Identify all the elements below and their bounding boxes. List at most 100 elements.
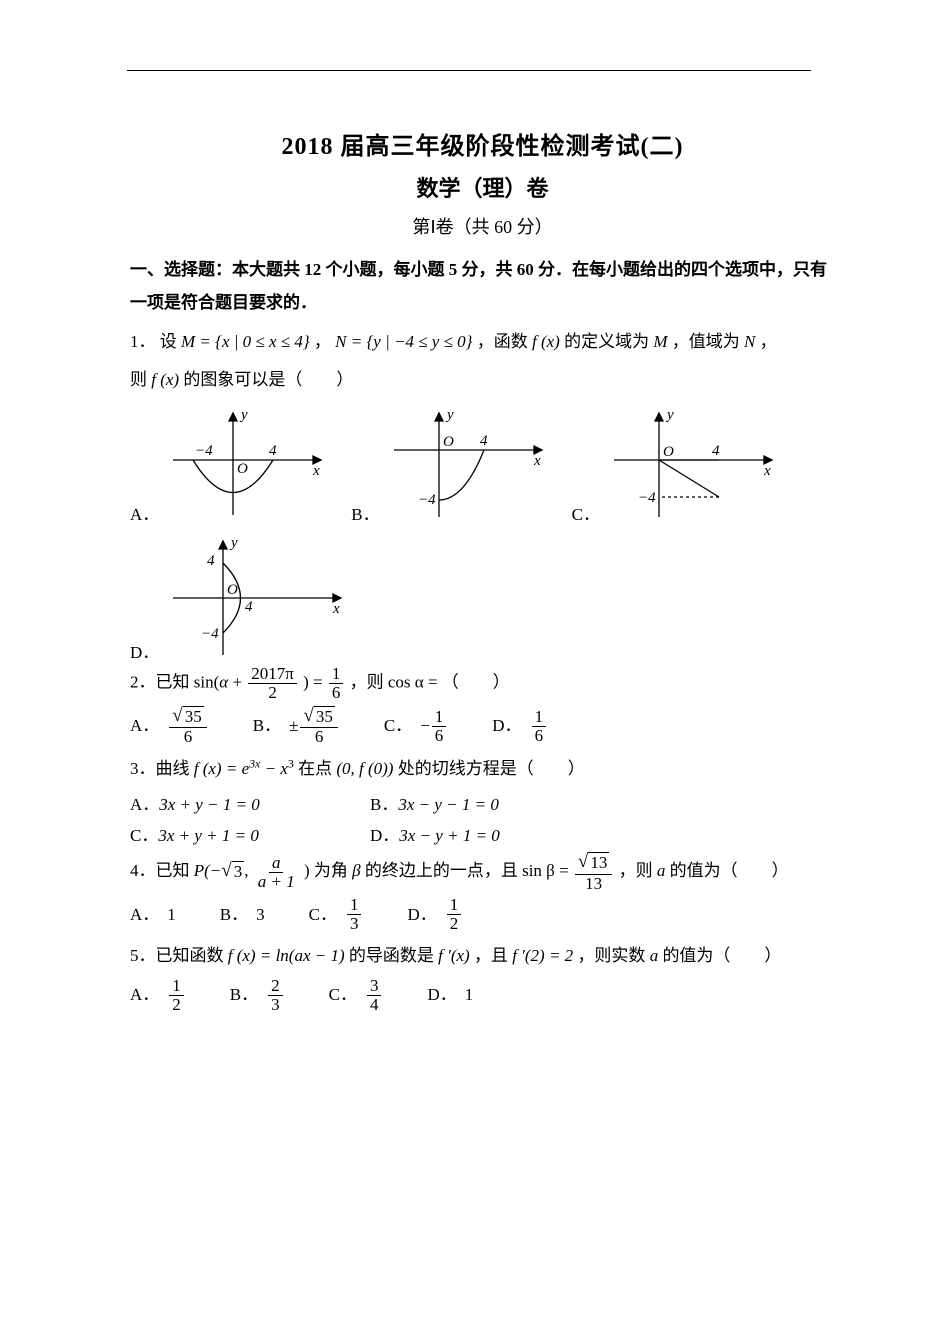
q2-frac1-den: 2 — [265, 684, 280, 702]
svg-text:−4: −4 — [418, 492, 436, 508]
svg-text:y: y — [665, 407, 674, 423]
q2-cos: cos α — [388, 673, 424, 692]
q1-N: N — [335, 332, 346, 351]
q2-B-den: 6 — [312, 728, 327, 746]
q3-A-lbl: A． — [130, 795, 159, 814]
svg-text:O: O — [237, 461, 248, 477]
q3-pre: 3．曲线 — [130, 759, 190, 778]
q5-opt-D: D． 1 — [427, 977, 473, 1014]
q5-mid3: ，则实数 — [577, 946, 645, 965]
q1-mid2: 的定义域为 — [564, 332, 649, 351]
svg-text:4: 4 — [207, 553, 215, 569]
q3-A-eq: 3x + y − 1 = 0 — [159, 795, 260, 814]
q1-graph-C: C． x y O 4 −4 — [572, 405, 784, 525]
q3-exp: 3x — [249, 757, 260, 771]
q4-a: a — [657, 861, 666, 880]
svg-text:x: x — [332, 601, 340, 617]
question-1-line2: 则 f (x) 的图象可以是（ ） — [130, 363, 835, 397]
q4-mid3: ，则 — [619, 861, 653, 880]
q4-D-den: 2 — [447, 915, 462, 933]
svg-text:O: O — [443, 434, 454, 450]
q2-close: ) = — [303, 673, 327, 692]
exam-title: 2018 届高三年级阶段性检测考试(二) — [130, 126, 835, 161]
svg-text:O: O — [227, 582, 238, 598]
q5-C-den: 4 — [367, 996, 382, 1014]
graph-c-svg: x y O 4 −4 — [604, 405, 784, 525]
q3-B-eq: 3x − y − 1 = 0 — [398, 795, 499, 814]
header-rule — [127, 70, 811, 71]
q4-D-lbl: D． — [407, 898, 436, 932]
q3-cube: 3 — [288, 757, 294, 771]
q1-N2: N — [744, 332, 755, 351]
svg-text:x: x — [312, 463, 320, 479]
q4-frac2: √13 13 — [575, 852, 612, 892]
q1-graph-A: A． x y O −4 4 — [130, 405, 333, 525]
svg-text:x: x — [763, 463, 771, 479]
q2-frac2: 1 6 — [329, 665, 344, 702]
exam-subtitle: 数学（理）卷 — [130, 171, 835, 203]
q2-C-frac: 1 6 — [432, 708, 447, 745]
q2-A-den: 6 — [181, 728, 196, 746]
q3-at: 在点 — [298, 759, 332, 778]
q5-C-num: 3 — [367, 977, 382, 996]
q2-A-lbl: A． — [130, 709, 159, 743]
q3-opt-A: A．3x + y − 1 = 0 — [130, 790, 370, 815]
q3-C-eq: 3x + y + 1 = 0 — [158, 826, 259, 845]
q1-graphs-row2: D． x y O 4 4 −4 — [130, 533, 835, 663]
q2-D-lbl: D． — [492, 709, 521, 743]
q4-comma: , — [244, 861, 253, 880]
q4-opt-B: B．3 — [220, 896, 265, 933]
question-5: 5．已知函数 f (x) = ln(ax − 1) 的导函数是 f ′(x) ，… — [130, 939, 835, 973]
q5-B-den: 3 — [268, 996, 283, 1014]
q5-B-num: 2 — [268, 977, 283, 996]
q2-D-den: 6 — [532, 727, 547, 745]
q1-mid: ，函数 — [477, 332, 528, 351]
svg-text:y: y — [229, 535, 238, 551]
svg-text:y: y — [445, 407, 454, 423]
q4-pre: 4．已知 — [130, 861, 190, 880]
q4-B-v: 3 — [256, 898, 265, 932]
q4-C-lbl: C． — [309, 898, 337, 932]
q1-num: 1． — [130, 332, 156, 351]
q4-A-v: 1 — [167, 898, 176, 932]
q2-frac1: 2017π 2 — [248, 665, 297, 702]
q1-mid3: ，值域为 — [672, 332, 740, 351]
q1-l2-tail: 的图象可以是（ ） — [183, 370, 353, 389]
q4-C-den: 3 — [347, 915, 362, 933]
q2-frac1-num: 2017π — [248, 665, 297, 684]
q3-fx: f (x) = e — [194, 759, 249, 778]
q1-sep1: ， — [314, 332, 331, 351]
q2-frac2-num: 1 — [329, 665, 344, 684]
q1-l2-fx: f (x) — [151, 370, 179, 389]
graph-d-svg: x y O 4 4 −4 — [163, 533, 353, 663]
q5-C-lbl: C． — [329, 978, 357, 1012]
q5-D-lbl: D． — [427, 978, 456, 1012]
q2-frac2-den: 6 — [329, 684, 344, 702]
q2-A-sqrt: 35 — [183, 706, 204, 727]
q2-opt-A: A． √35 6 — [130, 706, 209, 746]
q5-opt-C: C． 34 — [329, 977, 384, 1014]
svg-text:x: x — [533, 453, 541, 469]
q1-N-def: = {y | −4 ≤ y ≤ 0} — [347, 332, 473, 351]
q2-D-frac: 1 6 — [532, 708, 547, 745]
svg-text:4: 4 — [269, 443, 277, 459]
q4-tail: 的值为（ ） — [670, 861, 789, 880]
q5-D-v: 1 — [465, 978, 474, 1012]
svg-text:4: 4 — [245, 599, 253, 615]
svg-text:−4: −4 — [201, 626, 219, 642]
q3-D-lbl: D． — [370, 826, 399, 845]
q5-tail: 的值为（ ） — [662, 946, 781, 965]
q4-mid2: 的终边上的一点，且 — [365, 861, 518, 880]
q5-A-lbl: A． — [130, 978, 159, 1012]
svg-text:−4: −4 — [195, 443, 213, 459]
q2-opt-D: D． 1 6 — [492, 706, 548, 746]
q1-label-D: D． — [130, 638, 159, 663]
q5-options: A． 12 B． 23 C． 34 D．1 — [130, 977, 835, 1014]
q4-den13: 13 — [582, 875, 605, 893]
q4-beta: β — [352, 861, 360, 880]
q2-D-num: 1 — [532, 708, 547, 727]
q3-C-lbl: C． — [130, 826, 158, 845]
exam-part: 第Ⅰ卷（共 60 分） — [130, 213, 835, 239]
q2-B-lbl: B． — [253, 709, 281, 743]
q5-fp2: f ′(2) = 2 — [512, 946, 573, 965]
